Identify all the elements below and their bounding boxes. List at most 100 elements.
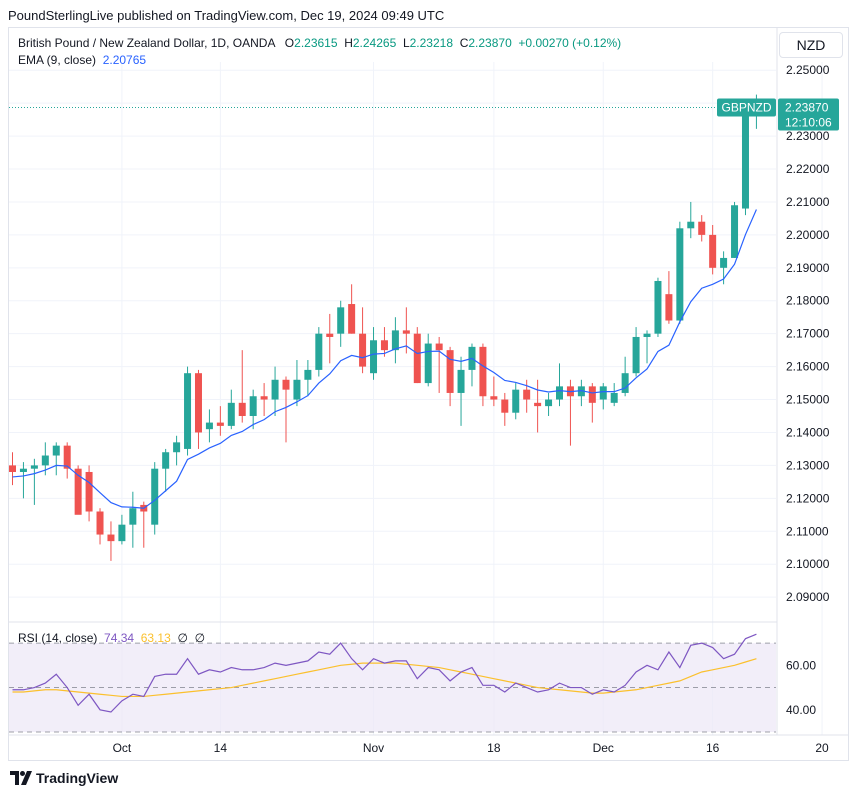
symbol-tag-bg bbox=[717, 98, 776, 117]
chart-frame bbox=[8, 27, 849, 761]
symbol-title: British Pound / New Zealand Dollar, 1D, … bbox=[18, 36, 275, 50]
price-tag-bg bbox=[778, 98, 839, 131]
ema-value: 2.20765 bbox=[102, 53, 147, 67]
time-tick-label: Oct bbox=[113, 741, 132, 755]
price-tick-label: 2.22000 bbox=[786, 162, 830, 176]
rsi-extra-2: ∅ bbox=[194, 631, 206, 645]
candle-body bbox=[63, 445, 71, 469]
rsi-legend: RSI (14, close) 74.34 63.13 ∅ ∅ bbox=[18, 631, 205, 645]
candle-body bbox=[271, 379, 279, 400]
high-value: 2.24265 bbox=[352, 36, 397, 50]
price-tick-label: 2.13000 bbox=[786, 458, 830, 472]
candle-body bbox=[588, 386, 596, 403]
candle-body bbox=[402, 330, 410, 334]
candle-body bbox=[151, 468, 159, 525]
candle-body bbox=[107, 534, 115, 542]
time-tick-label: Nov bbox=[363, 741, 384, 755]
candle-body bbox=[512, 389, 520, 413]
candle-body bbox=[556, 386, 563, 400]
candle-body bbox=[534, 402, 542, 407]
candle-body bbox=[41, 455, 49, 466]
candle-body bbox=[326, 333, 334, 337]
candle-body bbox=[501, 399, 509, 413]
candle-body bbox=[687, 221, 695, 229]
time-tick-label: 20 bbox=[815, 741, 829, 755]
candle-body bbox=[665, 294, 673, 321]
candle-body bbox=[479, 346, 487, 397]
candle-body bbox=[184, 373, 192, 449]
rsi-pane: 40.00 60.00 bbox=[9, 633, 816, 733]
open-value: 2.23615 bbox=[294, 36, 338, 50]
candle-body bbox=[304, 369, 312, 380]
candle-body bbox=[162, 452, 170, 469]
time-tick-label: Dec bbox=[593, 741, 614, 755]
candle-body bbox=[74, 468, 82, 515]
candle-body bbox=[731, 205, 739, 258]
candle-body bbox=[709, 234, 717, 268]
price-tick-label: 2.11000 bbox=[786, 524, 829, 538]
ema-label: EMA (9, close) bbox=[18, 53, 97, 67]
price-tick-label: 2.23000 bbox=[786, 129, 830, 143]
price-tick-label: 2.09000 bbox=[786, 590, 830, 604]
candle-body bbox=[446, 350, 454, 393]
candle-body bbox=[610, 392, 618, 403]
price-tick-label: 2.15000 bbox=[786, 393, 830, 407]
rsi-value: 74.34 bbox=[104, 631, 135, 645]
candle-body bbox=[676, 228, 684, 321]
candle-body bbox=[216, 422, 224, 426]
ema-legend: EMA (9, close) 2.20765 bbox=[18, 53, 146, 67]
currency-button[interactable]: NZD bbox=[779, 32, 843, 58]
price-tick-label: 2.17000 bbox=[786, 327, 830, 341]
price-tick-label: 2.10000 bbox=[786, 557, 830, 571]
rsi-polyline bbox=[12, 633, 757, 713]
tradingview-icon bbox=[10, 771, 32, 785]
time-tick-label: 18 bbox=[487, 741, 501, 755]
candle-body bbox=[621, 373, 629, 393]
price-tick-label: 2.20000 bbox=[786, 228, 830, 242]
candle-body bbox=[741, 116, 749, 209]
candle-body bbox=[545, 399, 553, 407]
candle-body bbox=[359, 333, 367, 367]
high-label: H bbox=[344, 36, 353, 50]
candle-body bbox=[282, 379, 290, 390]
candle-body bbox=[632, 336, 640, 374]
time-tick-label: 14 bbox=[214, 741, 228, 755]
time-tick-label: 16 bbox=[706, 741, 720, 755]
brand-name: TradingView bbox=[36, 770, 119, 786]
price-tick-label: 2.16000 bbox=[786, 360, 830, 374]
candle-body bbox=[577, 386, 585, 397]
candle-body bbox=[720, 257, 728, 268]
price-tag-countdown: 12:10:06 bbox=[785, 115, 832, 129]
candle-body bbox=[337, 307, 345, 334]
candles bbox=[9, 94, 760, 561]
candle-body bbox=[52, 445, 60, 456]
close-label: C bbox=[459, 36, 469, 50]
candle-body bbox=[523, 389, 531, 400]
candle-body bbox=[30, 465, 38, 469]
candle-body bbox=[490, 396, 498, 400]
candle-body bbox=[348, 304, 356, 334]
rsi-extra-1: ∅ bbox=[177, 631, 188, 645]
open-label: O bbox=[284, 36, 295, 50]
candle-body bbox=[293, 379, 301, 400]
publisher-caption: PoundSterlingLive published on TradingVi… bbox=[8, 8, 445, 23]
candle-body bbox=[457, 369, 465, 393]
rsi-label: RSI (14, close) bbox=[18, 631, 98, 645]
rsi-ma-value: 63.13 bbox=[140, 631, 171, 645]
price-tick-label: 2.25000 bbox=[786, 63, 830, 77]
candle-body bbox=[9, 465, 16, 472]
candle-body bbox=[173, 442, 181, 453]
candle-body bbox=[118, 524, 126, 542]
candle-body bbox=[698, 221, 706, 235]
candle-body bbox=[96, 511, 104, 535]
candle-body bbox=[19, 468, 27, 472]
candle-body bbox=[260, 396, 268, 400]
candle-body bbox=[205, 422, 213, 430]
low-label: L bbox=[402, 36, 410, 50]
price-tick-label: 2.18000 bbox=[786, 294, 830, 308]
tradingview-logo[interactable]: TradingView bbox=[10, 770, 118, 786]
price-tick-label: 2.21000 bbox=[786, 195, 830, 209]
candle-body bbox=[370, 340, 378, 374]
